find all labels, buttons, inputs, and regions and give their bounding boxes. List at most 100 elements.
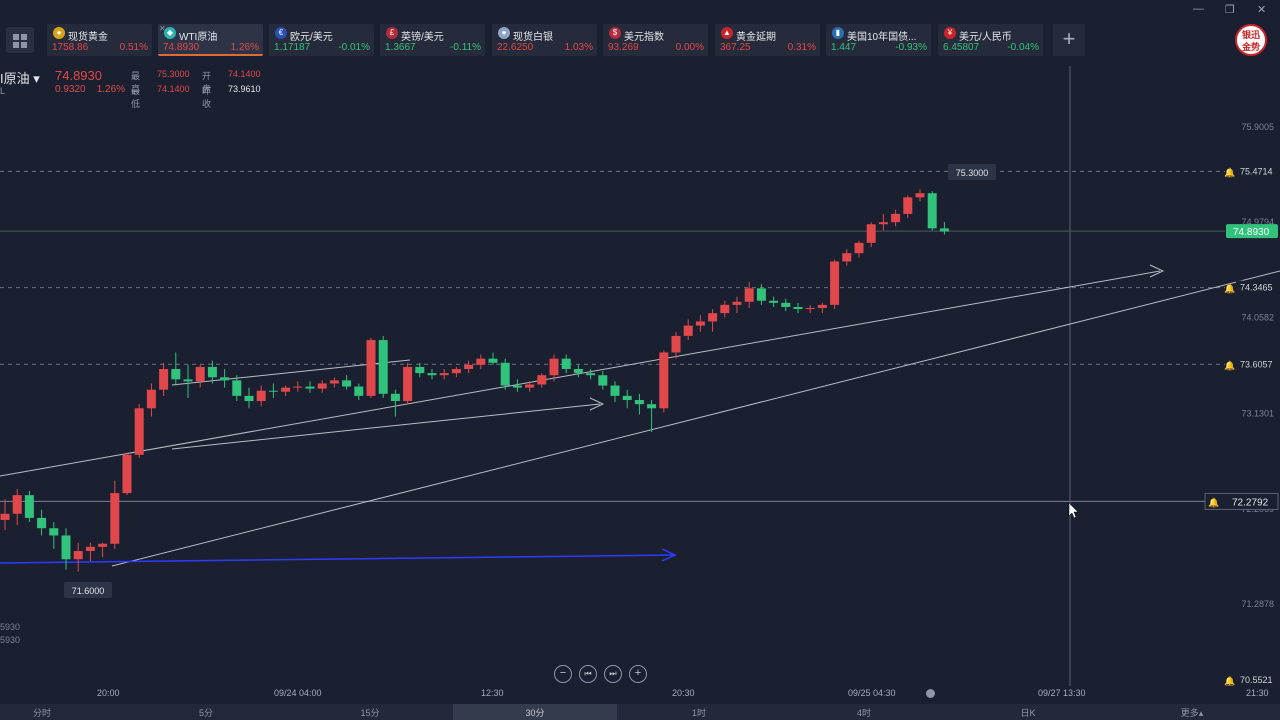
candle-body[interactable] bbox=[12, 495, 22, 514]
candle-body[interactable] bbox=[85, 546, 95, 551]
ticker-item[interactable]: ● 现货黄金 1758.86 0.51% bbox=[47, 24, 152, 56]
bell-icon[interactable]: 🔔 bbox=[1224, 360, 1235, 370]
candle-body[interactable] bbox=[659, 352, 669, 409]
candle-body[interactable] bbox=[464, 364, 474, 369]
candle-body[interactable] bbox=[695, 321, 705, 326]
candle-body[interactable] bbox=[146, 389, 156, 409]
zoom-out-button[interactable]: − bbox=[554, 665, 572, 683]
ticker-item[interactable]: £ 英镑/美元 1.3667 -0.11% bbox=[380, 24, 485, 56]
bell-icon[interactable]: 🔔 bbox=[1224, 676, 1235, 686]
candle-body[interactable] bbox=[207, 366, 217, 378]
period-tab[interactable]: 30分 bbox=[453, 704, 617, 720]
add-ticker-button[interactable]: + bbox=[1053, 24, 1085, 56]
candle-body[interactable] bbox=[549, 358, 559, 376]
candle-body[interactable] bbox=[708, 313, 718, 322]
ticker-item[interactable]: ● 现货白银 22.6250 1.03% bbox=[492, 24, 597, 56]
candle-body[interactable] bbox=[610, 385, 620, 396]
candle-body[interactable] bbox=[756, 288, 766, 301]
minimize-icon[interactable]: — bbox=[1193, 3, 1204, 15]
ticker-item[interactable]: ▮ 美国10年国债... 1.447 -0.93% bbox=[826, 24, 931, 56]
candle-body[interactable] bbox=[183, 379, 193, 382]
candle-body[interactable] bbox=[134, 408, 144, 455]
candle-body[interactable] bbox=[439, 373, 449, 376]
candle-body[interactable] bbox=[390, 393, 400, 402]
candle-body[interactable] bbox=[793, 306, 803, 310]
candle-body[interactable] bbox=[268, 390, 278, 392]
ticker-item[interactable]: $ 美元指数 93.269 0.00% bbox=[603, 24, 708, 56]
candle-body[interactable] bbox=[378, 340, 388, 394]
candle-body[interactable] bbox=[598, 375, 608, 386]
symbol-selector[interactable]: I原油 ▾ bbox=[0, 71, 40, 86]
candle-body[interactable] bbox=[561, 358, 571, 369]
zoom-in-button[interactable]: + bbox=[629, 665, 647, 683]
candle-body[interactable] bbox=[110, 493, 120, 544]
candle-body[interactable] bbox=[49, 528, 59, 536]
candle-body[interactable] bbox=[903, 197, 913, 214]
candle-body[interactable] bbox=[744, 288, 754, 302]
menu-grid-button[interactable] bbox=[6, 27, 34, 53]
candle-body[interactable] bbox=[98, 543, 108, 547]
candle-body[interactable] bbox=[683, 325, 693, 336]
candle-body[interactable] bbox=[232, 380, 242, 396]
candle-body[interactable] bbox=[512, 385, 522, 388]
candle-body[interactable] bbox=[354, 386, 364, 396]
candle-body[interactable] bbox=[24, 495, 34, 518]
candle-body[interactable] bbox=[171, 368, 181, 380]
candle-body[interactable] bbox=[61, 535, 71, 560]
candle-body[interactable] bbox=[244, 395, 254, 402]
candle-body[interactable] bbox=[525, 384, 535, 388]
candle-body[interactable] bbox=[769, 300, 779, 303]
candle-body[interactable] bbox=[293, 386, 303, 388]
candle-body[interactable] bbox=[403, 366, 413, 402]
candle-body[interactable] bbox=[854, 242, 864, 254]
candle-body[interactable] bbox=[781, 302, 791, 307]
period-tab[interactable]: 更多▴ bbox=[1180, 708, 1204, 718]
candle-body[interactable] bbox=[427, 373, 437, 376]
candle-body[interactable] bbox=[305, 386, 315, 389]
candle-body[interactable] bbox=[342, 380, 352, 387]
candle-body[interactable] bbox=[817, 304, 827, 308]
candle-body[interactable] bbox=[415, 366, 425, 374]
candle-body[interactable] bbox=[720, 304, 730, 314]
candle-body[interactable] bbox=[366, 340, 376, 396]
candle-body[interactable] bbox=[634, 400, 644, 405]
candle-body[interactable] bbox=[878, 222, 888, 225]
bell-icon[interactable]: 🔔 bbox=[1224, 167, 1235, 177]
ticker-item[interactable]: ◆ WTI原油 74.8930 1.26% ✕ bbox=[158, 24, 263, 56]
period-tab[interactable]: 日K bbox=[1020, 708, 1036, 718]
candle-body[interactable] bbox=[500, 362, 510, 386]
candle-body[interactable] bbox=[830, 261, 840, 305]
candle-body[interactable] bbox=[0, 513, 10, 520]
candle-body[interactable] bbox=[317, 383, 327, 389]
ticker-item[interactable]: ▲ 黄金延期 367.25 0.31% bbox=[715, 24, 820, 56]
candle-body[interactable] bbox=[451, 368, 461, 374]
candle-body[interactable] bbox=[732, 301, 742, 305]
candle-body[interactable] bbox=[586, 373, 596, 376]
candle-body[interactable] bbox=[573, 368, 583, 374]
ticker-item[interactable]: ¥ 美元/人民币 6.45807 -0.04% bbox=[938, 24, 1043, 56]
ticker-item[interactable]: € 欧元/美元 1.17187 -0.01% bbox=[269, 24, 374, 56]
candle-body[interactable] bbox=[37, 517, 47, 529]
candle-body[interactable] bbox=[159, 368, 169, 390]
candle-body[interactable] bbox=[488, 358, 498, 363]
candle-body[interactable] bbox=[915, 193, 925, 198]
close-tab-icon[interactable]: ✕ bbox=[159, 24, 166, 33]
candle-body[interactable] bbox=[73, 550, 83, 560]
candlestick-chart[interactable]: 75.9005 75.4714 74.9794 74.3465 74.0582 73.60… bbox=[0, 66, 1280, 686]
candle-body[interactable] bbox=[939, 228, 949, 232]
bell-icon[interactable]: 🔔 bbox=[1208, 497, 1219, 507]
candle-body[interactable] bbox=[671, 335, 681, 353]
period-tab[interactable]: 5分 bbox=[198, 708, 213, 718]
period-tab[interactable]: 4时 bbox=[856, 708, 871, 718]
candle-body[interactable] bbox=[927, 193, 937, 229]
candle-body[interactable] bbox=[537, 375, 547, 385]
period-tab[interactable]: 分时 bbox=[32, 708, 51, 718]
scroll-end-button[interactable]: ⏭ bbox=[604, 665, 622, 683]
restore-icon[interactable]: ❐ bbox=[1225, 4, 1235, 16]
period-tab[interactable]: 15分 bbox=[360, 708, 380, 718]
candle-body[interactable] bbox=[622, 395, 632, 401]
candle-body[interactable] bbox=[256, 390, 266, 402]
scroll-start-button[interactable]: ⏮ bbox=[579, 665, 597, 683]
candle-body[interactable] bbox=[866, 224, 876, 243]
close-icon[interactable]: ✕ bbox=[1257, 4, 1267, 16]
